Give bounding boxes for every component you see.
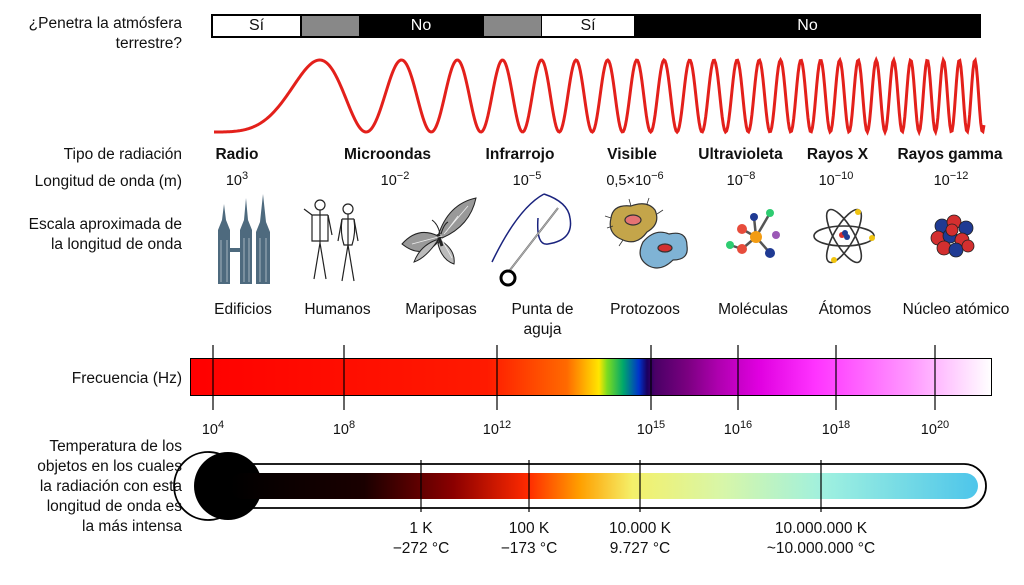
atmosphere-segment-partial-2 <box>484 16 541 36</box>
humans-icon <box>303 199 359 282</box>
thermometer-outline <box>173 451 987 521</box>
freq-label-1e4: 104 <box>201 419 225 438</box>
label-scale-line2: la longitud de onda <box>50 236 182 253</box>
label-scale-line1: Escala aproximada de <box>28 216 182 233</box>
atmosphere-question-line2: terrestre? <box>115 35 182 52</box>
type-radio: Radio <box>215 146 259 163</box>
type-infrared: Infrarrojo <box>485 146 555 163</box>
temp-celsius-1: −272 °C <box>392 540 450 557</box>
type-ultraviolet: Ultravioleta <box>698 146 783 163</box>
frequency-bar <box>190 358 992 396</box>
caption-protozoa: Protozoos <box>610 301 680 318</box>
caption-needle-line1: Punta de <box>511 301 574 318</box>
caption-humans: Humanos <box>304 301 371 318</box>
label-temperature-line4: longitud de onda es <box>46 498 182 515</box>
label-frequency: Frecuencia (Hz) <box>71 370 182 387</box>
label-wavelength: Longitud de onda (m) <box>34 173 182 190</box>
label-temperature-line2: objetos en los cuales <box>37 458 182 475</box>
caption-butterflies: Mariposas <box>405 301 477 318</box>
freq-label-1e8: 108 <box>332 419 356 438</box>
temp-kelvin-3: 10.000 K <box>608 520 672 537</box>
protozoa-icon <box>604 197 688 269</box>
atmosphere-segment-yes-2: Sí <box>542 16 634 36</box>
type-visible: Visible <box>607 146 657 163</box>
freq-label-1e12: 1012 <box>482 419 512 438</box>
atmosphere-segment-no-1: No <box>410 17 432 34</box>
butterfly-icon <box>401 197 477 265</box>
caption-needle-line2: aguja <box>523 321 562 338</box>
molecule-icon <box>726 209 780 258</box>
freq-label-1e15: 1015 <box>636 419 666 438</box>
wavelength-ultraviolet: 10−8 <box>726 170 756 189</box>
atmosphere-question-line1: ¿Penetra la atmósfera <box>28 15 182 32</box>
wavelength-infrared: 10−5 <box>512 170 542 189</box>
wavelength-visible: 0,5×10−6 <box>606 170 664 189</box>
wavelength-microwave: 10−2 <box>380 170 410 189</box>
label-temperature-line5: la más intensa <box>82 518 182 535</box>
freq-label-1e16: 1016 <box>723 419 753 438</box>
temp-label-10000000k: 10.000.000 K ~10.000.000 °C <box>746 519 896 559</box>
temp-celsius-4: ~10.000.000 °C <box>766 540 876 557</box>
label-temperature-line1: Temperatura de los <box>49 438 182 455</box>
atom-icon <box>813 208 875 264</box>
wavelength-gamma: 10−12 <box>933 170 969 189</box>
freq-label-1e20: 1020 <box>920 419 950 438</box>
freq-label-1e18: 1018 <box>821 419 851 438</box>
nucleus-icon <box>930 214 975 258</box>
label-temperature: Temperatura de los objetos en los cuales… <box>0 437 182 537</box>
temp-celsius-3: 9.727 °C <box>609 540 671 557</box>
needle-icon <box>491 193 572 287</box>
temp-celsius-2: −173 °C <box>500 540 558 557</box>
caption-needle: Punta de aguja <box>495 300 590 340</box>
type-microwave: Microondas <box>344 146 431 163</box>
wave-line <box>214 55 986 137</box>
buildings-icon <box>218 194 270 284</box>
temp-label-1k: 1 K −272 °C <box>381 519 461 559</box>
wavelength-radio: 103 <box>225 170 249 189</box>
temp-label-100k: 100 K −173 °C <box>489 519 569 559</box>
temp-label-10000k: 10.000 K 9.727 °C <box>595 519 685 559</box>
caption-buildings: Edificios <box>214 301 272 318</box>
type-xray: Rayos X <box>806 146 869 163</box>
frequency-ticks <box>212 345 936 410</box>
thermometer-bulb <box>194 452 262 520</box>
temp-kelvin-1: 1 K <box>409 520 433 537</box>
atmosphere-question: ¿Penetra la atmósfera terrestre? <box>0 14 182 54</box>
thermometer <box>173 451 987 521</box>
temp-kelvin-4: 10.000.000 K <box>774 520 868 537</box>
caption-molecules: Moléculas <box>718 301 788 318</box>
atmosphere-segment-partial-1 <box>302 16 359 36</box>
atmosphere-bar: Sí No Sí No <box>211 14 981 38</box>
label-radiation-type: Tipo de radiación <box>63 146 182 163</box>
wave-graphic <box>214 55 986 137</box>
atmosphere-segment-no-2: No <box>797 17 818 34</box>
thermometer-tube <box>230 473 978 499</box>
label-temperature-line3: la radiación con esta <box>39 478 182 495</box>
type-gamma: Rayos gamma <box>897 146 1003 163</box>
atmosphere-segment-yes-1: Sí <box>213 16 300 36</box>
label-scale: Escala aproximada de la longitud de onda <box>0 215 182 255</box>
temp-kelvin-2: 100 K <box>508 520 550 537</box>
wavelength-xray: 10−10 <box>818 170 854 189</box>
caption-atoms: Átomos <box>818 301 872 318</box>
caption-nucleus: Núcleo atómico <box>902 301 1010 318</box>
